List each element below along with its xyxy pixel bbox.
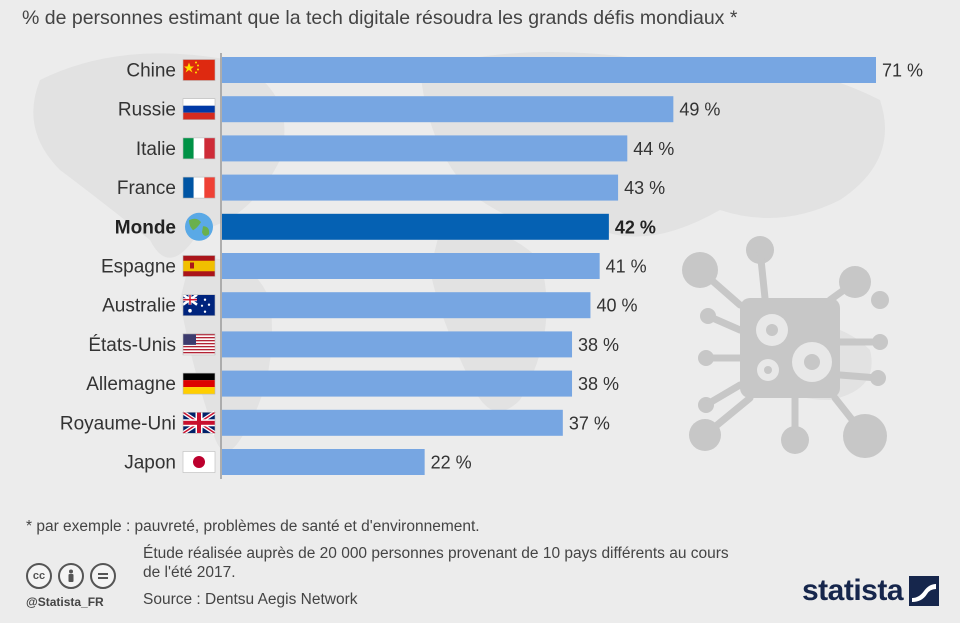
globe-icon (185, 212, 213, 241)
bar-france (222, 174, 619, 201)
category-label-espagne: Espagne (101, 257, 176, 278)
bar-etats-unis (222, 331, 573, 358)
category-label-royaume-uni: Royaume-Uni (60, 413, 176, 434)
value-label-allemagne: 38 % (578, 374, 619, 394)
category-label-france: France (117, 178, 176, 199)
japan-flag (182, 451, 216, 473)
study-note: Étude réalisée auprès de 20 000 personne… (143, 545, 729, 581)
value-label-australie: 40 % (596, 296, 637, 316)
bar-espagne (222, 253, 600, 279)
license-icons: cc (26, 563, 116, 589)
bar-japon (222, 449, 425, 475)
statista-logo-icon (909, 576, 940, 606)
statista-handle[interactable]: @Statista_FR (26, 595, 104, 609)
category-label-australie: Australie (102, 296, 176, 317)
source-note: Source : Dentsu Aegis Network (143, 591, 358, 608)
france-flag (182, 176, 216, 199)
value-label-royaume-uni: 37 % (569, 413, 610, 433)
by-icon[interactable] (58, 563, 84, 589)
value-label-italie: 44 % (633, 139, 674, 159)
usa-flag (182, 333, 216, 356)
bar-chine (222, 57, 876, 83)
bar-allemagne (222, 370, 573, 397)
category-label-italie: Italie (136, 139, 176, 160)
bar-monde (222, 213, 609, 240)
value-label-russie: 49 % (679, 100, 720, 120)
category-label-japon: Japon (124, 453, 176, 474)
value-label-espagne: 41 % (606, 257, 647, 277)
category-label-monde: Monde (115, 217, 176, 238)
value-label-monde: 42 % (615, 217, 656, 237)
value-label-etats-unis: 38 % (578, 335, 619, 355)
bar-italie (222, 135, 628, 162)
footnote: * par exemple : pauvreté, problèmes de s… (26, 518, 480, 535)
nd-icon[interactable] (90, 563, 116, 589)
category-label-allemagne: Allemagne (86, 374, 176, 395)
value-label-chine: 71 % (882, 61, 923, 81)
uk-flag (181, 410, 217, 435)
germany-flag (182, 372, 216, 395)
italy-flag (182, 137, 216, 160)
category-label-etats-unis: États-Unis (88, 335, 176, 356)
bar-royaume-uni (222, 409, 563, 436)
australia-flag (182, 293, 216, 317)
cc-icon[interactable]: cc (26, 563, 52, 589)
bar-australie (222, 292, 591, 319)
bar-russie (222, 96, 674, 123)
statista-wordmark: statista (802, 574, 904, 607)
china-flag (182, 59, 216, 81)
russia-flag (182, 98, 216, 120)
spain-flag (182, 255, 216, 277)
value-label-japon: 22 % (431, 453, 472, 473)
category-label-chine: Chine (126, 61, 176, 82)
statista-brand[interactable]: statista (802, 574, 940, 608)
category-label-russie: Russie (118, 100, 176, 121)
value-label-france: 43 % (624, 178, 665, 198)
chart-title: % de personnes estimant que la tech digi… (22, 7, 738, 29)
